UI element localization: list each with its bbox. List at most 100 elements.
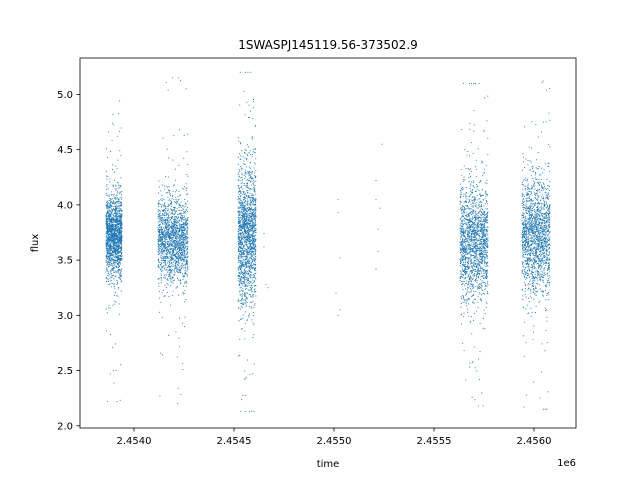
data-point (238, 260, 240, 262)
data-point (180, 214, 182, 216)
data-point (251, 302, 253, 304)
data-point (255, 157, 257, 160)
data-point (241, 173, 243, 175)
data-point (240, 198, 242, 200)
data-point (238, 189, 240, 191)
data-point (237, 173, 239, 176)
data-point (184, 244, 186, 246)
data-point (112, 200, 114, 202)
data-point (243, 304, 245, 306)
data-point (157, 258, 160, 260)
data-point (247, 184, 249, 186)
data-point (116, 253, 118, 255)
data-point (158, 186, 160, 188)
data-point (115, 253, 117, 255)
data-point (172, 194, 174, 196)
data-point (174, 229, 176, 231)
data-point (187, 269, 189, 271)
data-point (108, 213, 111, 215)
data-point (175, 266, 177, 268)
data-point (237, 278, 239, 280)
data-point (166, 237, 168, 239)
data-point (238, 246, 240, 248)
data-point (169, 203, 172, 205)
data-point (184, 243, 186, 245)
data-point (246, 278, 249, 280)
data-point (240, 276, 242, 278)
data-point (117, 246, 119, 248)
data-point (167, 284, 169, 286)
data-point (116, 241, 118, 243)
data-point (164, 262, 166, 265)
data-point (119, 279, 121, 281)
data-point (179, 239, 181, 242)
data-point (246, 296, 248, 298)
data-point (170, 258, 173, 260)
data-point (168, 185, 170, 188)
data-point (180, 226, 182, 229)
data-point (246, 253, 248, 255)
data-point (115, 244, 118, 246)
data-point (174, 219, 176, 221)
data-point (167, 235, 169, 237)
data-point (177, 233, 179, 235)
data-point (171, 252, 173, 254)
data-point (106, 206, 109, 208)
data-point (111, 276, 113, 279)
data-point (251, 198, 253, 200)
data-point (170, 285, 172, 287)
data-point (239, 284, 241, 287)
data-point (180, 268, 182, 270)
data-point (158, 311, 161, 313)
data-point (241, 229, 243, 231)
data-point (240, 262, 242, 264)
data-point (116, 252, 118, 254)
data-point (111, 226, 114, 228)
data-point (119, 224, 121, 226)
data-point (116, 280, 118, 282)
data-point (173, 230, 175, 232)
data-point (116, 271, 118, 273)
data-point (113, 219, 115, 221)
data-point (120, 230, 122, 232)
data-point (107, 211, 109, 213)
data-point (179, 253, 182, 255)
data-point (238, 172, 240, 174)
data-point (163, 185, 165, 187)
data-point (168, 265, 170, 267)
data-point (252, 216, 254, 218)
data-point (241, 207, 243, 209)
data-point (164, 217, 166, 219)
data-point (240, 318, 242, 320)
data-point (163, 212, 165, 214)
data-point (112, 259, 114, 261)
data-point (170, 201, 172, 204)
data-point (237, 266, 239, 268)
data-point (107, 230, 109, 232)
data-point (186, 254, 188, 256)
data-point (158, 180, 160, 182)
data-point (171, 245, 173, 247)
data-point (242, 202, 244, 204)
data-point (117, 191, 119, 193)
data-point (116, 249, 118, 251)
data-point (253, 294, 255, 296)
data-point (109, 333, 112, 335)
data-point (116, 168, 118, 170)
data-point (173, 242, 175, 244)
data-point (175, 215, 177, 218)
data-point (174, 216, 176, 218)
data-point (111, 216, 113, 218)
data-point (239, 143, 242, 145)
data-point (252, 178, 254, 180)
data-point (158, 239, 160, 241)
data-point (238, 276, 240, 278)
data-point (245, 276, 247, 279)
data-point (120, 127, 122, 129)
data-point (119, 246, 121, 248)
data-point (110, 237, 112, 240)
data-point (164, 251, 166, 253)
data-point (244, 205, 246, 207)
data-point (163, 223, 165, 225)
data-point (157, 242, 159, 245)
